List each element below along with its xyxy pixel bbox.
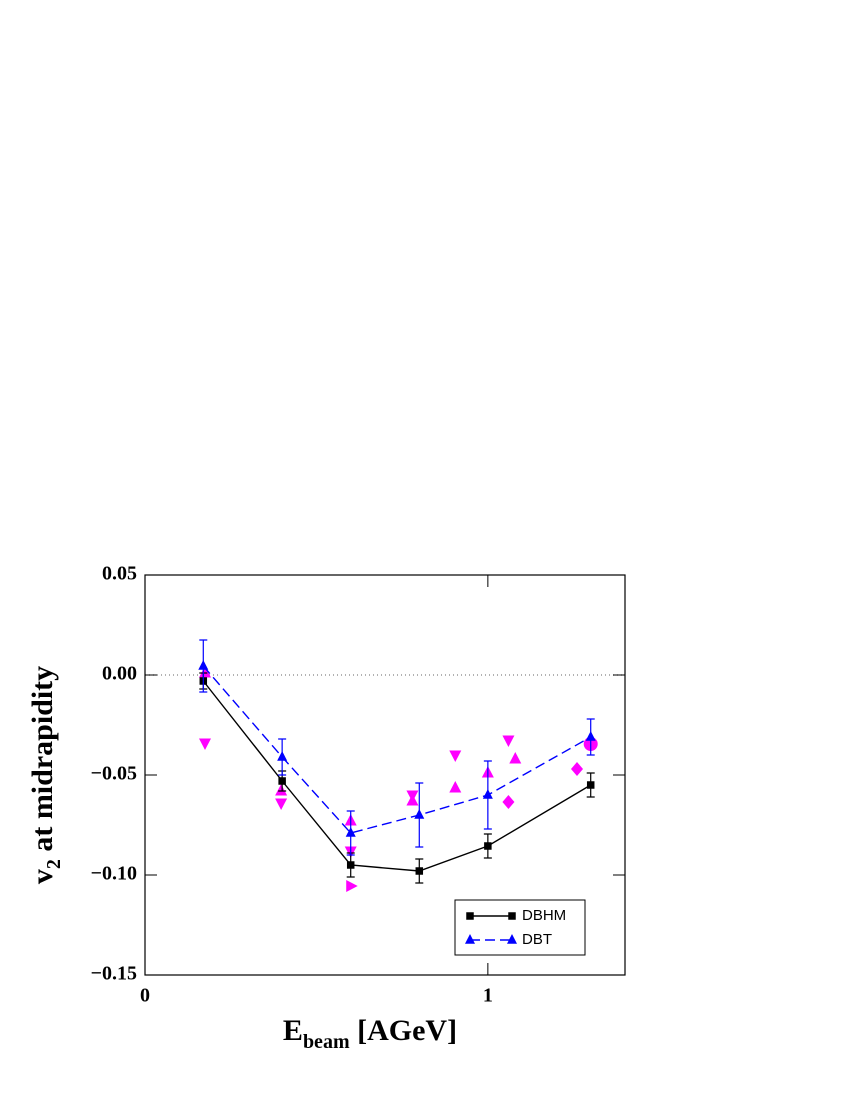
- y-tick-label: −0.10: [91, 863, 137, 885]
- y-label-rest: at midrapidity: [26, 666, 59, 859]
- legend-marker: [508, 912, 516, 920]
- legend-label: DBHM: [522, 907, 566, 924]
- x-axis-label: Ebeam [AGeV]: [283, 1014, 457, 1053]
- legend-marker: [507, 934, 517, 944]
- marker: [586, 781, 595, 789]
- marker: [345, 827, 356, 837]
- y-label-main: v: [26, 869, 59, 884]
- marker: [509, 752, 522, 764]
- legend-marker: [466, 912, 474, 920]
- marker: [414, 809, 425, 819]
- plot-frame: [144, 574, 626, 976]
- marker: [585, 731, 596, 741]
- y-tick-label: −0.15: [91, 963, 137, 985]
- marker: [346, 880, 358, 892]
- marker: [502, 795, 515, 809]
- marker: [449, 781, 462, 793]
- marker: [199, 738, 211, 750]
- marker: [415, 867, 424, 875]
- x-tick-label: 1: [483, 985, 493, 1007]
- y-tick-label: 0.05: [102, 563, 137, 585]
- x-label-rest: [AGeV]: [350, 1014, 457, 1047]
- marker: [199, 666, 211, 678]
- x-label-sub: beam: [303, 1031, 350, 1053]
- legend-label: DBT: [522, 931, 552, 948]
- series-line: [202, 680, 592, 872]
- marker: [502, 735, 515, 747]
- marker: [482, 789, 493, 799]
- series-line: [202, 665, 592, 834]
- marker: [198, 660, 209, 670]
- x-tick-label: 0: [140, 985, 150, 1007]
- y-axis-label: v2 at midrapidity: [26, 666, 65, 884]
- marker: [346, 861, 355, 869]
- marker: [406, 794, 419, 806]
- x-label-main: E: [283, 1014, 303, 1047]
- marker: [484, 842, 492, 850]
- marker: [449, 750, 462, 762]
- marker: [278, 777, 286, 785]
- marker: [571, 762, 583, 776]
- marker: [277, 751, 288, 761]
- y-tick-label: −0.05: [91, 763, 137, 785]
- marker: [275, 798, 288, 810]
- legend-box: [454, 899, 586, 956]
- marker: [275, 784, 288, 796]
- legend-marker: [465, 934, 475, 944]
- y-label-sub: 2: [43, 859, 65, 869]
- y-tick-label: 0.00: [102, 663, 137, 685]
